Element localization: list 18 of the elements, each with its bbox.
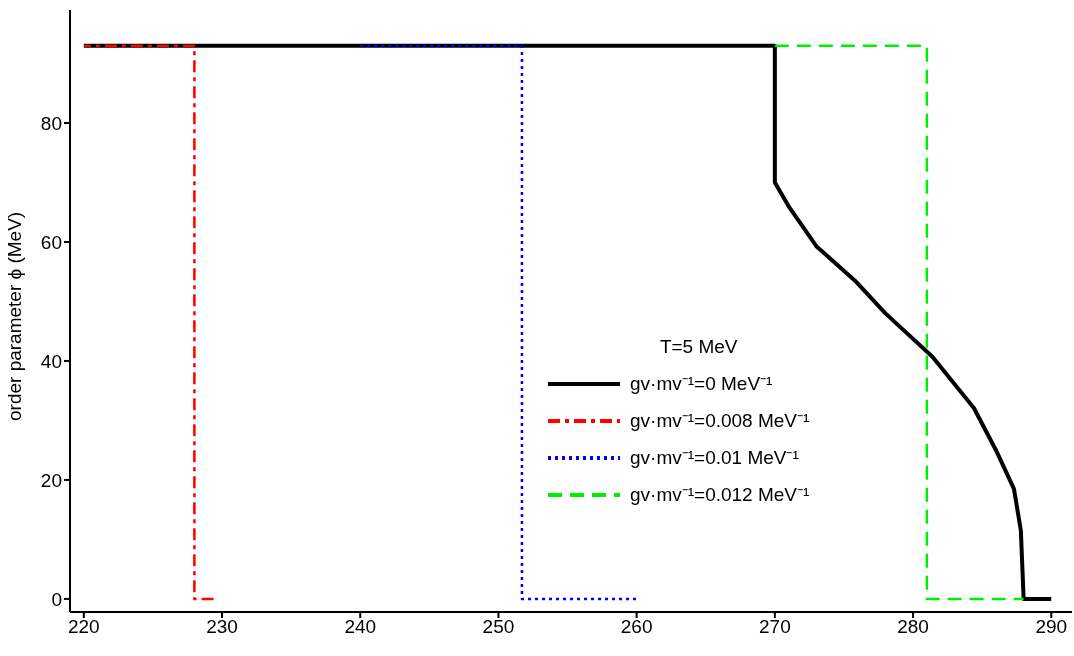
y-tick-label: 0 [51, 588, 62, 610]
y-tick-label: 80 [40, 112, 62, 134]
y-tick-label: 40 [40, 350, 62, 372]
x-tick-label: 290 [1035, 616, 1068, 638]
x-tick-label: 260 [620, 616, 653, 638]
x-tick-label: 220 [67, 616, 100, 638]
x-tick-label: 230 [206, 616, 238, 638]
legend-label: gv·mv⁻¹=0.008 MeV⁻¹ [630, 409, 810, 433]
legend-label: gv·mv⁻¹=0.012 MeV⁻¹ [630, 483, 810, 507]
y-tick-label: 20 [40, 469, 62, 491]
x-tick-label: 250 [482, 616, 515, 638]
x-tick-label: 280 [897, 616, 929, 638]
legend-label: gv·mv⁻¹=0 MeV⁻¹ [630, 372, 773, 396]
y-tick-label: 60 [40, 231, 62, 253]
legend-label: gv·mv⁻¹=0.01 MeV⁻¹ [630, 446, 799, 470]
legend-title: T=5 MeV [658, 335, 739, 359]
x-tick-label: 240 [344, 616, 377, 638]
x-tick-label: 270 [759, 616, 791, 638]
